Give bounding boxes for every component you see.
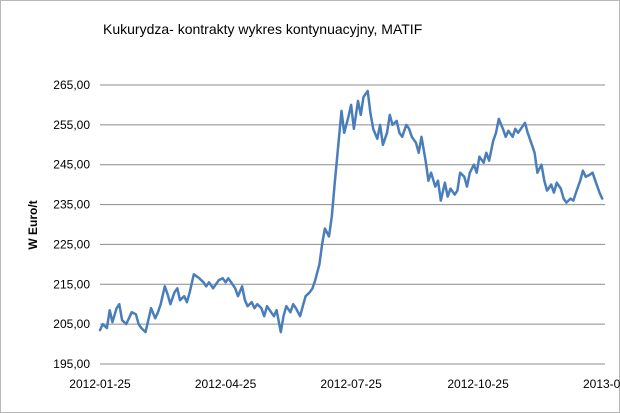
y-tick-label: 245,00 <box>53 158 90 172</box>
y-tick-label: 255,00 <box>53 118 90 132</box>
y-tick-label: 195,00 <box>53 357 90 371</box>
y-tick-label: 265,00 <box>53 78 90 92</box>
y-tick-label: 225,00 <box>53 237 90 251</box>
y-tick-label: 235,00 <box>53 198 90 212</box>
y-axis-label: W Euro/t <box>26 200 40 249</box>
y-tick-label: 205,00 <box>53 317 90 331</box>
x-axis-ticks: 2012-01-25 2012-04-25 2012-07-25 2012-10-25… <box>69 377 620 391</box>
series-line <box>98 89 604 334</box>
x-tick-label: 2013-01 <box>583 377 620 391</box>
gridlines <box>100 84 605 365</box>
chart-title: Kukurydza- kontrakty wykres kontynuacyjn… <box>103 21 422 37</box>
x-tick-label: 2012-10-25 <box>447 377 509 391</box>
x-tick-label: 2012-07-25 <box>320 377 382 391</box>
x-tick-label: 2012-04-25 <box>195 377 257 391</box>
x-tick-label: 2012-01-25 <box>69 377 131 391</box>
y-axis-ticks: 195,00 205,00 215,00 225,00 235,00 245,00 255,… <box>53 78 90 371</box>
series-layer <box>98 89 604 334</box>
y-tick-label: 215,00 <box>53 277 90 291</box>
